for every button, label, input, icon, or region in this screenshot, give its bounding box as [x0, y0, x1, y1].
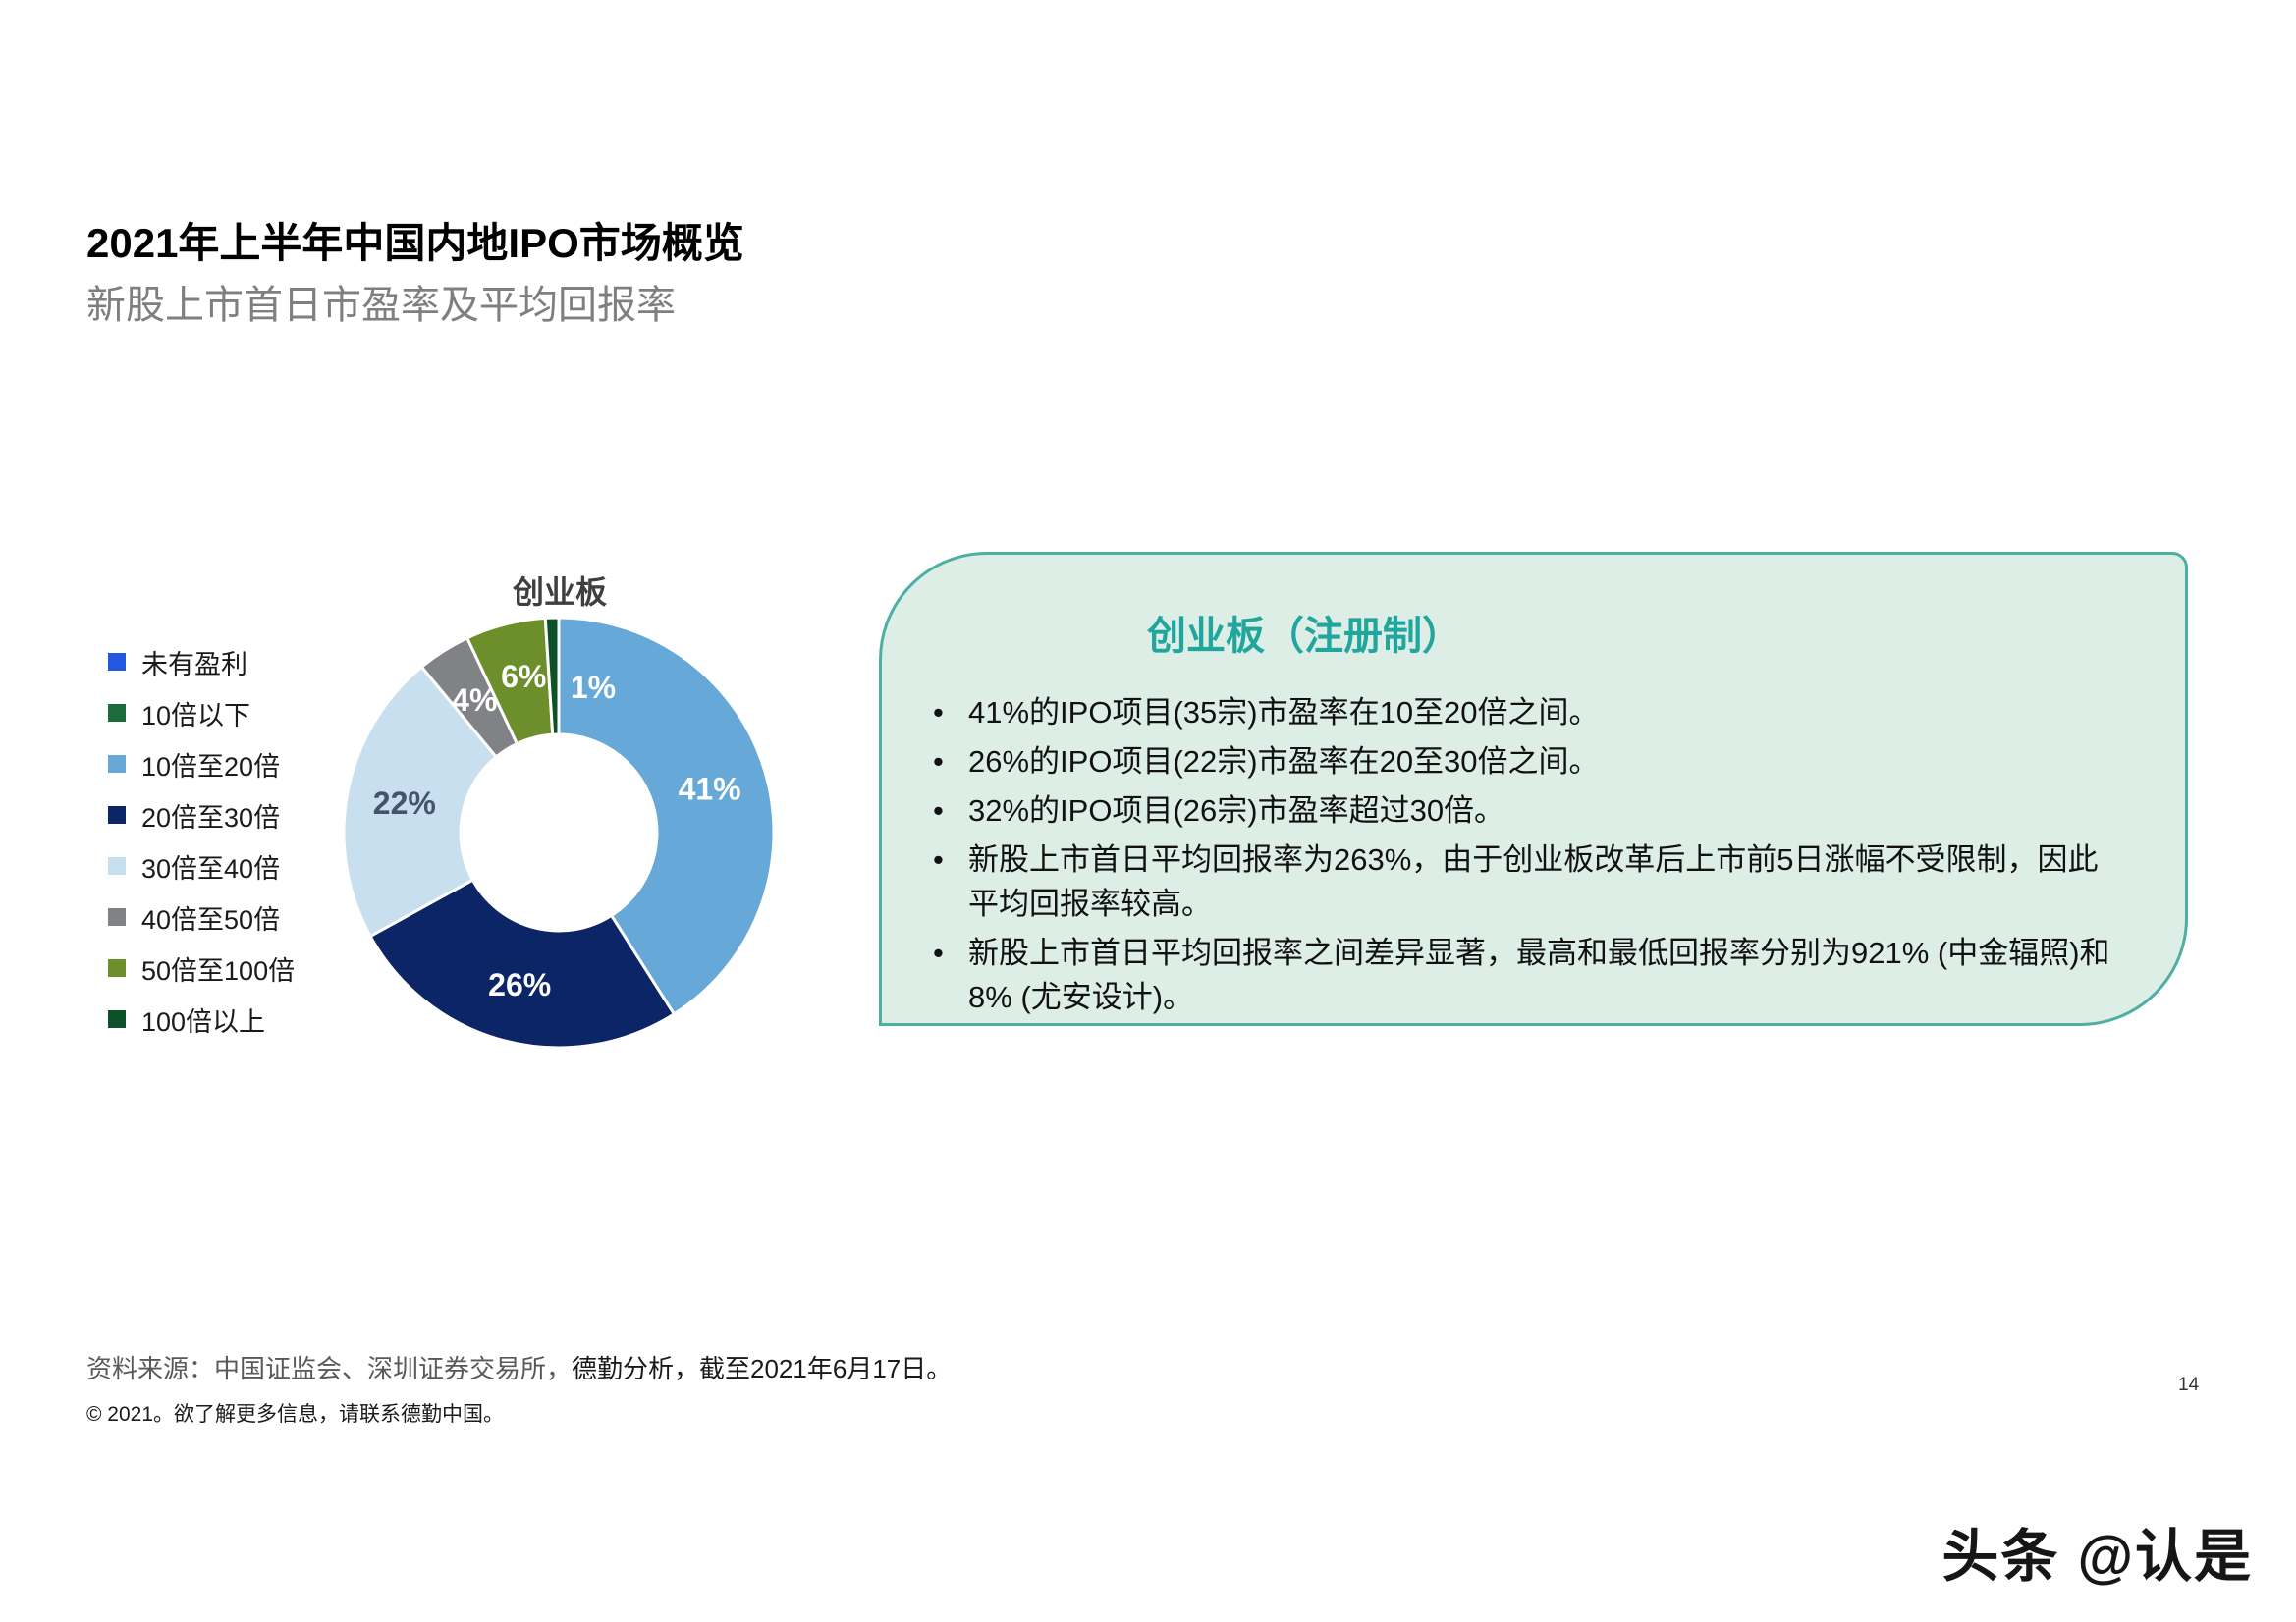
donut-slice [342, 665, 498, 938]
chart-title: 创业板 [512, 574, 607, 610]
donut-slice-label: 6% [501, 659, 546, 694]
legend-swatch-icon [108, 704, 126, 722]
legend-item: 20倍至30倍 [108, 789, 295, 840]
donut-slice-label: 1% [571, 670, 616, 705]
legend-swatch-icon [108, 857, 126, 875]
info-bullet: 新股上市首日平均回报率为263%，由于创业板改革后上市前5日涨幅不受限制，因此平… [929, 838, 2126, 926]
source-note-gray: 资料来源：中国证监会、深圳证券交易所， [86, 1354, 573, 1383]
legend-swatch-icon [108, 653, 126, 671]
info-bullet: 26%的IPO项目(22宗)市盈率在20至30倍之间。 [929, 739, 2126, 784]
source-note: 资料来源：中国证监会、深圳证券交易所，德勤分析，截至2021年6月17日。 [86, 1349, 952, 1385]
legend-item: 10倍至20倍 [108, 738, 295, 789]
legend-item-label: 30倍至40倍 [141, 853, 281, 884]
legend-item-label: 50倍至100倍 [141, 955, 296, 986]
donut-slice [543, 616, 561, 736]
info-bullet-list: 41%的IPO项目(35宗)市盈率在10至20倍之间。 26%的IPO项目(22宗… [929, 690, 2126, 1024]
legend-item: 10倍以下 [108, 687, 295, 738]
page-subtitle: 新股上市首日市盈率及平均回报率 [86, 284, 676, 327]
legend-swatch-icon [108, 1010, 126, 1028]
legend-item-label: 10倍以下 [141, 700, 251, 730]
page-title: 2021年上半年中国内地IPO市场概览 [86, 220, 744, 266]
copyright-note: © 2021。欲了解更多信息，请联系德勤中国。 [86, 1403, 505, 1426]
donut-slice-label: 22% [373, 785, 436, 821]
chart-legend: 未有盈利 10倍以下 10倍至20倍 20倍至30倍 30倍至40倍 40倍至50倍 50倍… [108, 636, 295, 1045]
legend-item: 30倍至40倍 [108, 840, 295, 892]
legend-item: 40倍至50倍 [108, 892, 295, 943]
source-note-black: 德勤分析，截至2021年6月17日。 [572, 1354, 953, 1383]
info-bullet: 新股上市首日平均回报率之间差异显著，最高和最低回报率分别为921% (中金辐照)… [929, 931, 2126, 1019]
legend-item: 未有盈利 [108, 636, 295, 687]
watermark: 头条 @认是 [1941, 1525, 2253, 1589]
info-bullet: 32%的IPO项目(26宗)市盈率超过30倍。 [929, 788, 2126, 833]
legend-item-label: 20倍至30倍 [141, 802, 281, 833]
legend-item: 50倍至100倍 [108, 943, 295, 994]
legend-swatch-icon [108, 755, 126, 773]
donut-chart: 41% 26% 22% 4%6% 1% [342, 616, 776, 1050]
donut-slice-label: 26% [488, 967, 551, 1002]
info-box: 创业板（注册制） 41%的IPO项目(35宗)市盈率在10至20倍之间。 26%的… [879, 552, 2188, 1026]
info-box-title: 创业板（注册制） [1147, 615, 1461, 658]
donut-slice [368, 878, 676, 1050]
legend-item-label: 40倍至50倍 [141, 904, 281, 935]
donut-slice-label: 41% [679, 771, 741, 806]
legend-swatch-icon [108, 959, 126, 977]
legend-item-label: 未有盈利 [141, 649, 247, 679]
info-bullet: 41%的IPO项目(35宗)市盈率在10至20倍之间。 [929, 690, 2126, 734]
donut-slice-label: 4% [452, 682, 497, 718]
legend-item-label: 100倍以上 [141, 1006, 266, 1037]
legend-swatch-icon [108, 908, 126, 926]
legend-swatch-icon [108, 806, 126, 824]
legend-item-label: 10倍至20倍 [141, 751, 281, 782]
legend-item: 100倍以上 [108, 994, 295, 1045]
page-number: 14 [2178, 1375, 2200, 1395]
